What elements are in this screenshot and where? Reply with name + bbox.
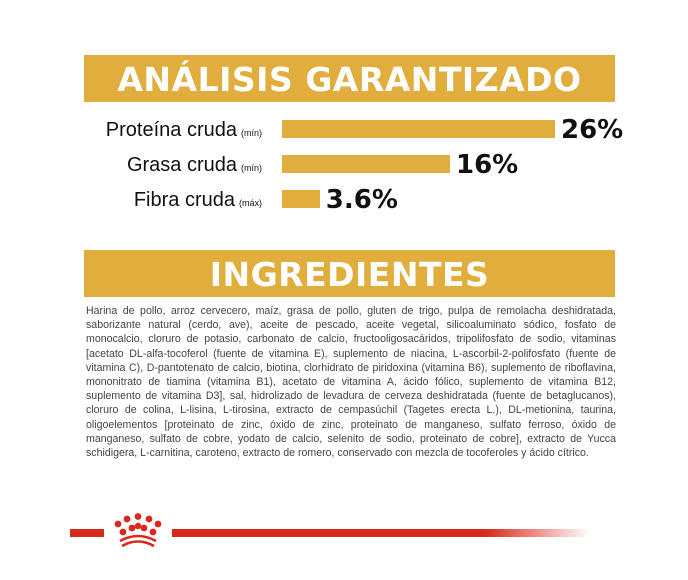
bar-fat [282, 155, 450, 173]
footer-line-right [172, 529, 590, 537]
bar-qualifier: (mín) [241, 128, 262, 138]
bar-label: Proteína cruda [105, 119, 237, 141]
bar-label: Grasa cruda [126, 154, 237, 176]
ingredients-header: INGREDIENTES [84, 250, 615, 297]
bar-row-fiber: Fibra cruda (máx) 3.6% [0, 185, 640, 215]
value-label: 26% [561, 115, 624, 145]
royal-crown-logo [114, 513, 162, 548]
bar-label: Fibra cruda [133, 189, 235, 211]
bar-qualifier: (mín) [241, 163, 262, 173]
bar-qualifier: (máx) [239, 198, 262, 208]
analysis-header: ANÁLISIS GARANTIZADO [84, 55, 615, 102]
footer-line-left [70, 529, 104, 537]
value-label: 16% [456, 150, 519, 180]
bar-protein [282, 120, 555, 138]
ingredients-text: Harina de pollo, arroz cervecero, maíz, … [86, 305, 616, 460]
bar-row-fat: Grasa cruda (mín) 16% [0, 150, 640, 180]
bar-fiber [282, 190, 320, 208]
bar-row-protein: Proteína cruda (mín) 26% [0, 115, 640, 145]
value-label: 3.6% [325, 185, 398, 215]
